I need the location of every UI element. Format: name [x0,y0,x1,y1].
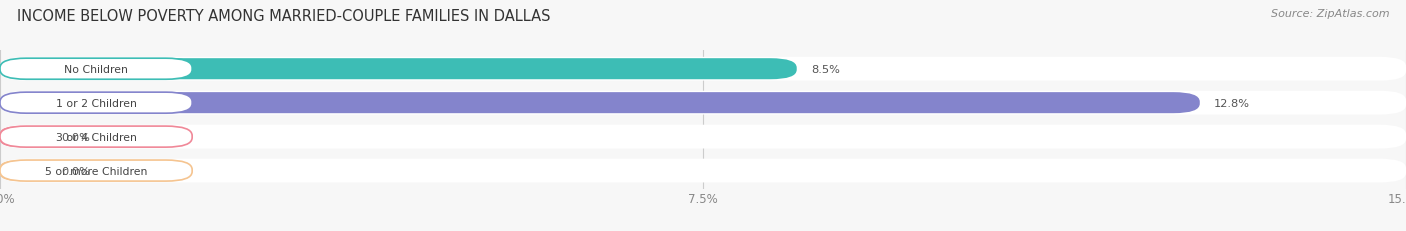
FancyBboxPatch shape [0,91,1406,115]
FancyBboxPatch shape [0,58,1406,81]
Text: No Children: No Children [65,64,128,74]
FancyBboxPatch shape [0,127,52,148]
FancyBboxPatch shape [0,59,797,80]
FancyBboxPatch shape [0,160,52,181]
FancyBboxPatch shape [0,160,193,181]
FancyBboxPatch shape [0,93,193,114]
Text: 0.0%: 0.0% [60,132,90,142]
Text: 1 or 2 Children: 1 or 2 Children [56,98,136,108]
Text: 3 or 4 Children: 3 or 4 Children [56,132,136,142]
Text: 0.0%: 0.0% [60,166,90,176]
FancyBboxPatch shape [0,127,193,148]
Text: INCOME BELOW POVERTY AMONG MARRIED-COUPLE FAMILIES IN DALLAS: INCOME BELOW POVERTY AMONG MARRIED-COUPL… [17,9,550,24]
Text: 8.5%: 8.5% [811,64,839,74]
Text: Source: ZipAtlas.com: Source: ZipAtlas.com [1271,9,1389,19]
FancyBboxPatch shape [0,159,1406,183]
FancyBboxPatch shape [0,125,1406,149]
FancyBboxPatch shape [0,93,1199,114]
FancyBboxPatch shape [0,59,193,80]
Text: 5 or more Children: 5 or more Children [45,166,148,176]
Text: 12.8%: 12.8% [1213,98,1250,108]
